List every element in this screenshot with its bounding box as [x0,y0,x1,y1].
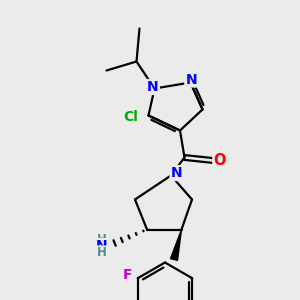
Text: N: N [171,166,182,180]
Text: F: F [122,268,132,282]
Text: Cl: Cl [123,110,138,124]
Text: O: O [213,153,226,168]
Text: H: H [97,232,106,246]
Text: N: N [96,239,107,253]
Text: N: N [147,80,159,94]
Text: N: N [185,73,197,86]
Polygon shape [170,230,182,260]
Text: H: H [97,246,106,260]
